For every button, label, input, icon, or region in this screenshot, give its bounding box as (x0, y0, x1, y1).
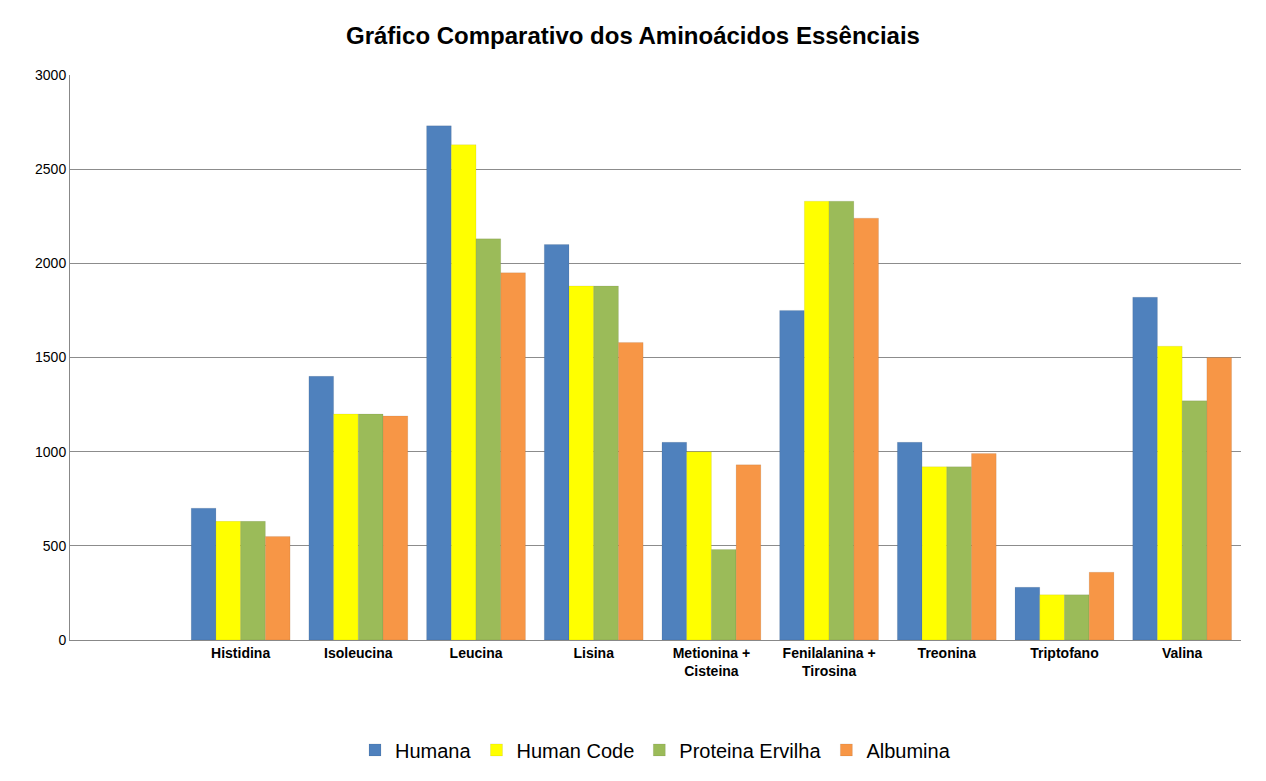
svg-text:Proteina Ervilha: Proteina Ervilha (679, 740, 821, 762)
svg-text:1000: 1000 (35, 444, 66, 460)
svg-text:Triptofano: Triptofano (1030, 645, 1098, 661)
svg-text:Lisina: Lisina (573, 645, 614, 661)
svg-text:0: 0 (58, 632, 66, 648)
svg-text:Isoleucina: Isoleucina (324, 645, 393, 661)
svg-text:1500: 1500 (35, 349, 66, 365)
svg-text:Albumina: Albumina (866, 740, 950, 762)
svg-text:Gráfico Comparativo dos Aminoá: Gráfico Comparativo dos Aminoácidos Essê… (346, 22, 920, 49)
svg-text:Treonina: Treonina (918, 645, 977, 661)
svg-text:Histidina: Histidina (211, 645, 270, 661)
svg-text:Valina: Valina (1162, 645, 1203, 661)
svg-text:Leucina: Leucina (450, 645, 503, 661)
svg-text:2500: 2500 (35, 161, 66, 177)
svg-text:Humana: Humana (395, 740, 471, 762)
svg-text:Metionina +Cisteina: Metionina +Cisteina (673, 645, 750, 679)
svg-text:Human Code: Human Code (516, 740, 634, 762)
svg-text:3000: 3000 (35, 67, 66, 83)
svg-text:2000: 2000 (35, 255, 66, 271)
svg-text:Fenilalanina +Tirosina: Fenilalanina +Tirosina (783, 645, 876, 679)
svg-text:500: 500 (43, 538, 67, 554)
